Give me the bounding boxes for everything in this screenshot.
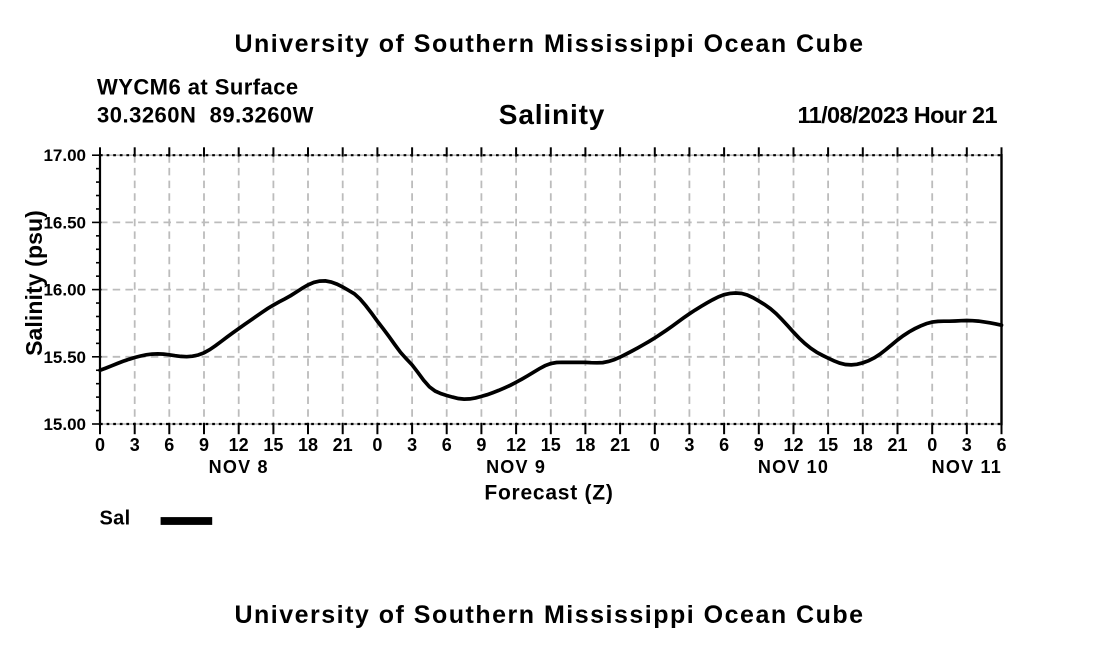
svg-text:11/08/2023 Hour 21: 11/08/2023 Hour 21 <box>797 102 997 128</box>
svg-text:9: 9 <box>476 435 486 455</box>
svg-text:3: 3 <box>962 435 972 455</box>
svg-text:0: 0 <box>650 435 660 455</box>
svg-text:NOV 9: NOV 9 <box>486 457 546 477</box>
svg-text:Salinity: Salinity <box>499 99 605 130</box>
svg-text:6: 6 <box>996 435 1006 455</box>
svg-text:21: 21 <box>610 435 630 455</box>
svg-text:3: 3 <box>684 435 694 455</box>
svg-text:30.3260N 89.3260W: 30.3260N 89.3260W <box>97 103 314 128</box>
svg-text:6: 6 <box>442 435 452 455</box>
svg-text:15: 15 <box>818 435 838 455</box>
svg-text:3: 3 <box>407 435 417 455</box>
svg-text:0: 0 <box>927 435 937 455</box>
svg-text:15.00: 15.00 <box>43 415 86 434</box>
svg-text:12: 12 <box>506 435 526 455</box>
svg-text:NOV 8: NOV 8 <box>209 457 269 477</box>
svg-text:12: 12 <box>229 435 249 455</box>
svg-text:Salinity (psu): Salinity (psu) <box>21 210 47 356</box>
svg-text:17.00: 17.00 <box>43 146 86 165</box>
svg-text:Sal: Sal <box>100 508 131 530</box>
svg-text:18: 18 <box>575 435 595 455</box>
svg-text:WYCM6 at Surface: WYCM6 at Surface <box>97 75 299 100</box>
svg-text:15.50: 15.50 <box>43 348 86 367</box>
svg-text:9: 9 <box>754 435 764 455</box>
svg-text:21: 21 <box>333 435 353 455</box>
svg-text:University of Southern Mississ: University of Southern Mississippi Ocean… <box>234 601 864 629</box>
svg-text:0: 0 <box>95 435 105 455</box>
svg-text:NOV 11: NOV 11 <box>932 457 1002 477</box>
svg-text:Forecast (Z): Forecast (Z) <box>484 482 613 505</box>
svg-text:6: 6 <box>719 435 729 455</box>
svg-text:21: 21 <box>887 435 907 455</box>
svg-text:9: 9 <box>199 435 209 455</box>
svg-text:18: 18 <box>298 435 318 455</box>
svg-text:6: 6 <box>164 435 174 455</box>
svg-text:16.50: 16.50 <box>43 213 86 232</box>
svg-text:0: 0 <box>372 435 382 455</box>
svg-text:NOV 10: NOV 10 <box>758 457 829 477</box>
svg-text:3: 3 <box>130 435 140 455</box>
svg-text:18: 18 <box>853 435 873 455</box>
svg-text:15: 15 <box>541 435 561 455</box>
svg-text:12: 12 <box>783 435 803 455</box>
svg-text:16.00: 16.00 <box>43 281 86 300</box>
svg-text:15: 15 <box>263 435 283 455</box>
svg-text:University of Southern Mississ: University of Southern Mississippi Ocean… <box>234 30 864 58</box>
